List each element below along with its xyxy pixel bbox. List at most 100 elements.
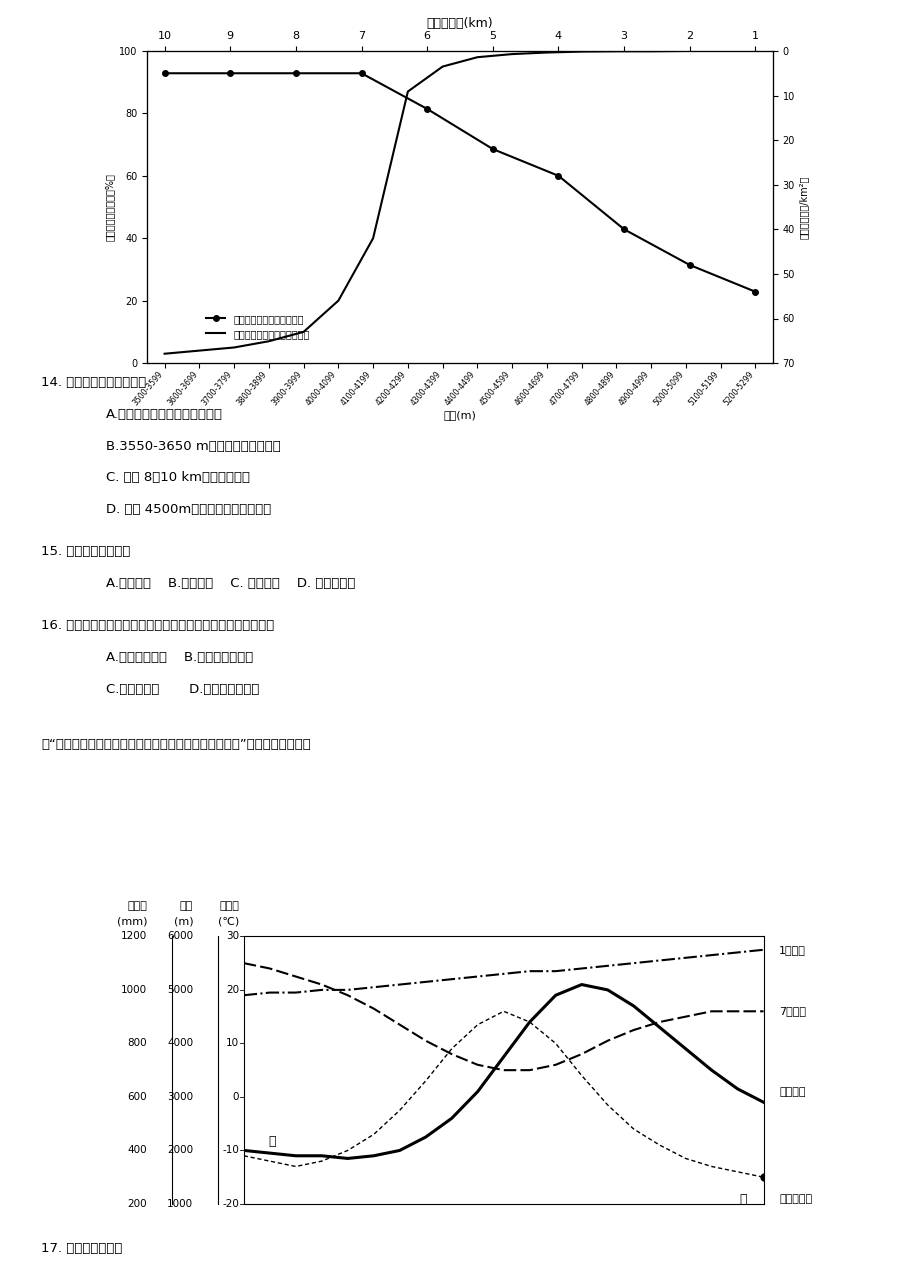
Line: 7月均温: 7月均温 — [244, 963, 763, 1070]
Text: (℃): (℃) — [218, 916, 239, 926]
7月均温 — [394, 1017, 405, 1032]
1月均温 — [602, 958, 613, 973]
年降水量 — [446, 1111, 457, 1126]
年降水量 — [757, 1094, 768, 1110]
年降水量 — [602, 982, 613, 998]
Text: A.巴西高原    B.南部非洲    C. 藏南谷地    D. 北美大草原: A.巴西高原 B.南部非洲 C. 藏南谷地 D. 北美大草原 — [106, 577, 355, 590]
年降水量 — [264, 1145, 275, 1161]
年降水量 — [471, 1084, 482, 1099]
地形剖面线 — [653, 1138, 664, 1153]
年降水量 — [342, 1150, 353, 1166]
Text: 1000: 1000 — [167, 1199, 193, 1209]
1月均温 — [498, 966, 509, 981]
Text: 6000: 6000 — [167, 931, 193, 941]
Text: 1000: 1000 — [121, 985, 147, 995]
7月均温 — [316, 977, 327, 992]
1月均温 — [394, 977, 405, 992]
Text: (m): (m) — [174, 916, 193, 926]
年降水量 — [524, 1014, 535, 1029]
Text: 20: 20 — [226, 985, 239, 995]
年降水量 — [498, 1049, 509, 1064]
地形剖面线 — [498, 1004, 509, 1019]
Text: 16. 影响该流域人口距河流不同距离空间分布差异的主要因素是: 16. 影响该流域人口距河流不同距离空间分布差异的主要因素是 — [41, 619, 275, 632]
Text: 17. 图中山地（　）: 17. 图中山地（ ） — [41, 1242, 122, 1255]
Text: 4000: 4000 — [167, 1038, 193, 1049]
7月均温 — [368, 1001, 379, 1017]
Text: A.空间分布比较均匀且比较稠密: A.空间分布比较均匀且比较稠密 — [106, 408, 222, 420]
Y-axis label: 人口总数累积频率（%）: 人口总数累积频率（%） — [105, 173, 115, 241]
Text: B.3550-3650 m的百米高程最为密集: B.3550-3650 m的百米高程最为密集 — [106, 440, 280, 452]
Line: 1月均温: 1月均温 — [244, 950, 763, 995]
地形剖面线 — [602, 1097, 613, 1112]
年降水量 — [706, 1063, 717, 1078]
地形剖面线 — [238, 1148, 249, 1163]
年降水量 — [316, 1148, 327, 1163]
1月均温 — [706, 948, 717, 963]
Text: -10: -10 — [222, 1145, 239, 1156]
7月均温 — [575, 1046, 586, 1061]
地形剖面线 — [394, 1102, 405, 1119]
Text: 2000: 2000 — [167, 1145, 193, 1156]
1月均温 — [316, 982, 327, 998]
地形剖面线 — [446, 1041, 457, 1056]
Text: 5000: 5000 — [167, 985, 193, 995]
1月均温 — [653, 953, 664, 968]
7月均温 — [420, 1033, 431, 1049]
年降水量 — [550, 987, 561, 1003]
7月均温 — [602, 1033, 613, 1049]
1月均温 — [757, 943, 768, 958]
7月均温 — [446, 1046, 457, 1061]
7月均温 — [264, 961, 275, 976]
年降水量 — [732, 1082, 743, 1097]
Text: 1月均温: 1月均温 — [778, 945, 805, 954]
地形剖面线 — [264, 1153, 275, 1168]
年降水量 — [368, 1148, 379, 1163]
7月均温 — [732, 1004, 743, 1019]
Text: C. 距河 8～10 km分布人口最多: C. 距河 8～10 km分布人口最多 — [106, 471, 250, 484]
Text: 400: 400 — [128, 1145, 147, 1156]
地形剖面线 — [368, 1126, 379, 1142]
Text: (mm): (mm) — [117, 916, 147, 926]
7月均温 — [238, 956, 249, 971]
7月均温 — [757, 1004, 768, 1019]
1月均温 — [550, 963, 561, 978]
年降水量 — [653, 1019, 664, 1034]
地形剖面线 — [316, 1153, 327, 1168]
1月均温 — [679, 950, 690, 966]
Legend: 不同距河流距离的人口密度, 不同高程的人口总数累计频率: 不同距河流距离的人口密度, 不同高程的人口总数累计频率 — [202, 310, 313, 343]
7月均温 — [471, 1057, 482, 1073]
7月均温 — [524, 1063, 535, 1078]
年降水量 — [575, 977, 586, 992]
地形剖面线 — [471, 1017, 482, 1032]
7月均温 — [628, 1022, 639, 1037]
Text: C.交通通达度       D.取用水方便程度: C.交通通达度 D.取用水方便程度 — [106, 683, 259, 696]
Text: -20: -20 — [222, 1199, 239, 1209]
7月均温 — [679, 1009, 690, 1024]
1月均温 — [238, 987, 249, 1003]
1月均温 — [575, 961, 586, 976]
Text: 14. 试流域人口分布特点是: 14. 试流域人口分布特点是 — [41, 376, 146, 389]
地形剖面线 — [757, 1170, 768, 1185]
年降水量 — [420, 1129, 431, 1144]
1月均温 — [471, 968, 482, 984]
Text: D. 高程 4500m以上人口密度变化剧烈: D. 高程 4500m以上人口密度变化剧烈 — [106, 503, 271, 516]
Text: 600: 600 — [128, 1092, 147, 1102]
7月均温 — [706, 1004, 717, 1019]
Y-axis label: 人口密度（人/km²）: 人口密度（人/km²） — [799, 176, 808, 238]
1月均温 — [420, 975, 431, 990]
地形剖面线 — [342, 1143, 353, 1158]
X-axis label: 距河流距离(km): 距河流距离(km) — [426, 17, 493, 31]
Text: 月均温: 月均温 — [219, 901, 239, 911]
Text: 降水量: 降水量 — [127, 901, 147, 911]
1月均温 — [628, 956, 639, 971]
Text: 3000: 3000 — [167, 1092, 193, 1102]
Text: 地形剖面线: 地形剖面线 — [778, 1194, 811, 1204]
1月均温 — [264, 985, 275, 1000]
Text: 30: 30 — [226, 931, 239, 941]
地形剖面线 — [524, 1014, 535, 1029]
年降水量 — [394, 1143, 405, 1158]
地形剖面线 — [732, 1164, 743, 1180]
地形剖面线 — [575, 1068, 586, 1083]
年降水量 — [679, 1041, 690, 1056]
Text: A.水能资源分布    B.地形地势和坡向: A.水能资源分布 B.地形地势和坡向 — [106, 651, 253, 664]
